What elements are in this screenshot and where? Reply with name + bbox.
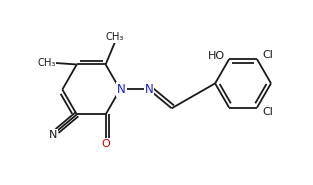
Text: Cl: Cl: [262, 107, 273, 117]
Text: O: O: [101, 139, 110, 149]
Text: HO: HO: [208, 51, 225, 60]
Text: N: N: [49, 130, 57, 139]
Text: CH₃: CH₃: [105, 32, 124, 42]
Text: N: N: [117, 83, 126, 96]
Text: N: N: [145, 83, 153, 96]
Text: Cl: Cl: [262, 50, 273, 60]
Text: CH₃: CH₃: [37, 58, 56, 68]
